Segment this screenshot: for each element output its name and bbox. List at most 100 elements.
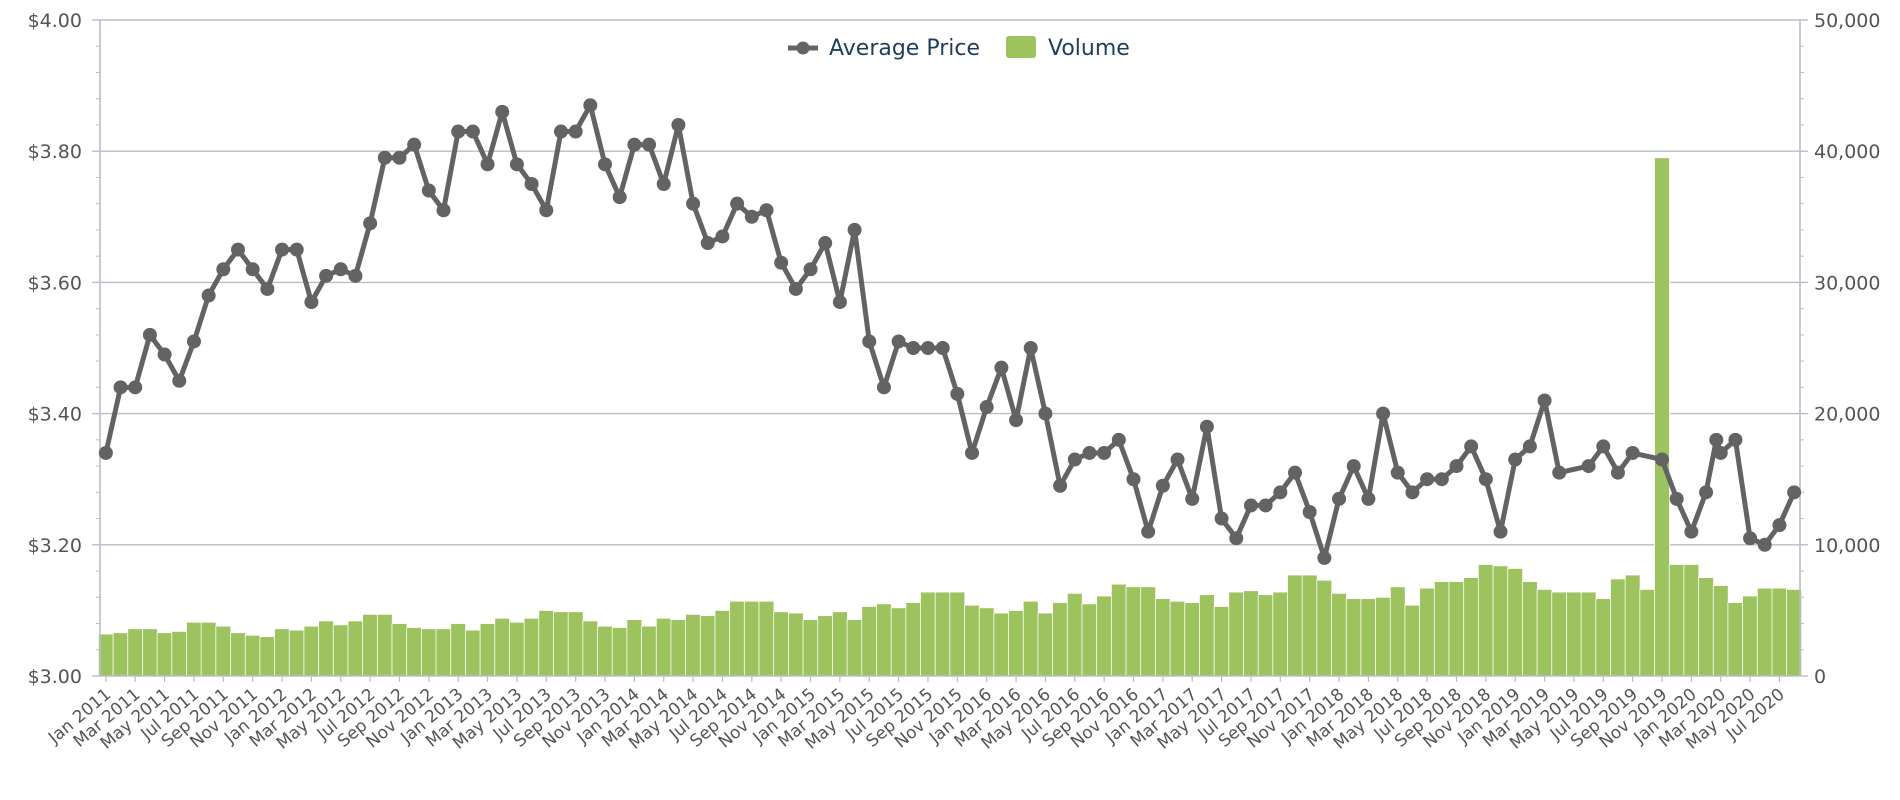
volume-bar (1272, 591, 1289, 677)
price-point (495, 104, 510, 119)
volume-bar (1081, 603, 1098, 677)
volume-bar (1683, 564, 1700, 677)
volume-bar (802, 619, 819, 677)
volume-bar (553, 611, 569, 677)
price-point (671, 117, 686, 132)
price-point (1126, 472, 1141, 487)
volume-bar (1037, 612, 1054, 677)
price-point (906, 341, 921, 355)
price-point (1287, 465, 1302, 480)
price-point (275, 242, 290, 257)
price-point (1434, 472, 1449, 487)
price-point (1581, 459, 1596, 474)
price-point (1405, 485, 1420, 500)
volume-bar (1184, 602, 1201, 677)
price-point (1273, 485, 1288, 500)
price-line (98, 98, 1802, 565)
volume-bar (714, 610, 731, 677)
volume-bar (1712, 585, 1729, 677)
price-point (1508, 452, 1523, 467)
right-axis-tick-label: 50,000 (1814, 10, 1880, 32)
volume-bar (1066, 592, 1083, 677)
price-point (1082, 445, 1097, 460)
price-point (1537, 393, 1552, 408)
volume-bar (1698, 577, 1714, 677)
volume-bar (1096, 595, 1113, 677)
price-point (304, 295, 319, 310)
volume-bar (1580, 591, 1597, 677)
price-point (1464, 439, 1479, 454)
volume-bar (832, 611, 848, 677)
legend-item-average-price[interactable]: Average Price (788, 36, 980, 61)
volume-bar (846, 619, 863, 677)
volume-bar (876, 603, 892, 677)
price-point (803, 262, 818, 277)
price-point (686, 196, 701, 211)
volume-bar (230, 632, 246, 677)
price-point (142, 327, 157, 342)
volume-bar (332, 624, 349, 677)
volume-bar (406, 627, 423, 677)
left-axis-tick-label: $3.20 (28, 535, 82, 557)
volume-bar (1125, 586, 1142, 677)
price-point (847, 222, 862, 237)
price-point (1317, 550, 1332, 565)
price-series-line (103, 102, 1797, 561)
price-point (1552, 465, 1567, 480)
volume-bar (1771, 587, 1788, 677)
volume-bar (1154, 598, 1171, 677)
volume-bar (1228, 591, 1245, 677)
volume-bar (655, 617, 672, 677)
price-point (1699, 485, 1714, 500)
volume-bar (993, 612, 1010, 677)
volume-bar (1008, 610, 1024, 677)
volume-bar (1595, 598, 1612, 677)
price-point (1361, 491, 1376, 506)
price-point (876, 380, 891, 395)
volume-bar (758, 600, 775, 677)
price-point (788, 281, 803, 296)
volume-bar (611, 627, 628, 677)
volume-bar (1433, 581, 1450, 677)
price-point (480, 157, 495, 172)
right-axis-tick-label: 20,000 (1814, 404, 1880, 426)
price-point (1332, 491, 1347, 506)
volume-bar (127, 628, 144, 677)
volume-bar (582, 620, 599, 677)
price-point (1243, 498, 1258, 513)
price-point (186, 334, 201, 349)
price-point (612, 190, 627, 205)
volume-bar (1639, 589, 1656, 677)
price-point (1229, 531, 1244, 546)
volume-bar (1404, 604, 1421, 677)
price-point (113, 380, 128, 395)
volume-bar (685, 613, 701, 677)
volume-bar (450, 623, 467, 677)
price-point (1596, 439, 1611, 454)
price-point (1009, 413, 1024, 428)
price-point (1170, 452, 1185, 467)
left-axis-tick-label: $3.00 (28, 666, 82, 688)
price-point (1258, 498, 1273, 513)
volume-bar (362, 613, 379, 677)
volume-bar (420, 628, 437, 677)
volume-bar (861, 606, 878, 677)
price-point (1346, 459, 1361, 474)
legend[interactable]: Average Price Volume (788, 36, 1130, 61)
volume-bar (1654, 157, 1670, 677)
right-axis-tick-label: 40,000 (1814, 141, 1880, 163)
price-point (230, 242, 245, 257)
price-point (832, 295, 847, 310)
price-point (509, 157, 524, 172)
price-point (128, 380, 143, 395)
price-point (965, 445, 980, 460)
price-point (1772, 518, 1787, 533)
price-point (891, 334, 906, 349)
volume-bar (259, 636, 276, 677)
legend-item-volume[interactable]: Volume (1006, 36, 1130, 61)
volume-bar (376, 613, 393, 677)
volume-bar (1507, 568, 1524, 677)
volume-bar (949, 591, 966, 677)
volume-bar (890, 607, 907, 677)
